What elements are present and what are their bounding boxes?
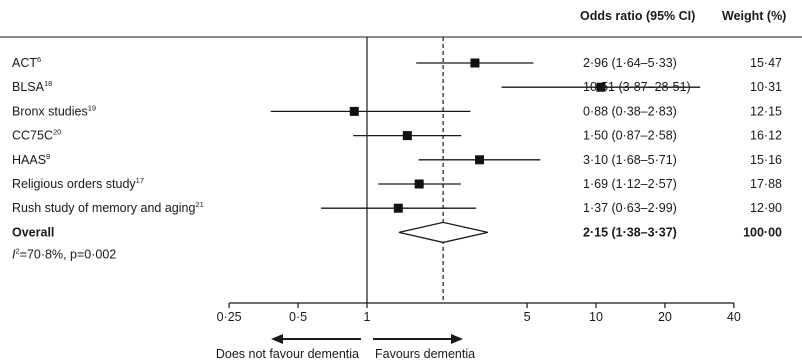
point-estimate — [349, 106, 359, 116]
overall-odds-ratio: 2·15 (1·38–3·37) — [583, 225, 677, 239]
odds-ratio-value: 1·37 (0·63–2·99) — [583, 201, 677, 215]
weight-value: 15·16 — [750, 153, 782, 167]
weight-value: 16·12 — [750, 129, 782, 143]
direction-label-right: Favours dementia — [375, 347, 475, 361]
header-weight: Weight (%) — [722, 9, 786, 23]
weight-value: 10·31 — [750, 80, 782, 94]
study-name: Rush study of memory and aging21 — [12, 200, 204, 215]
study-reference: 19 — [88, 103, 96, 112]
overall-label: Overall — [12, 225, 54, 239]
odds-ratio-value: 1·69 (1·12–2·57) — [583, 177, 677, 191]
i-squared-symbol: I — [12, 248, 16, 262]
point-estimate — [470, 58, 480, 68]
x-tick-label: 5 — [524, 310, 531, 324]
overall-weight: 100·00 — [743, 225, 782, 239]
study-name: ACT6 — [12, 55, 41, 70]
weight-value: 15·47 — [750, 56, 782, 70]
study-reference: 21 — [195, 200, 203, 209]
i-squared-superscript: 2 — [15, 247, 19, 256]
point-estimate — [393, 203, 403, 213]
study-reference: 9 — [46, 152, 50, 161]
point-estimate — [414, 179, 424, 189]
right-arrow-icon — [451, 334, 463, 344]
x-tick-label: 40 — [727, 310, 741, 324]
overall-diamond — [398, 221, 488, 244]
point-estimate — [475, 155, 485, 165]
weight-value: 12·15 — [750, 104, 782, 118]
point-estimate — [402, 131, 412, 141]
study-reference: 17 — [136, 176, 144, 185]
header-odds-ratio: Odds ratio (95% CI) — [580, 9, 695, 23]
direction-label-left: Does not favour dementia — [216, 347, 359, 361]
x-tick-label: 10 — [589, 310, 603, 324]
study-name: Bronx studies19 — [12, 103, 96, 118]
study-reference: 20 — [53, 128, 61, 137]
x-tick-label: 20 — [658, 310, 672, 324]
study-name: BLSA18 — [12, 79, 52, 94]
odds-ratio-value: 1·50 (0·87–2·58) — [583, 129, 677, 143]
study-name: Religious orders study17 — [12, 176, 144, 191]
left-arrow-icon — [271, 334, 283, 344]
heterogeneity-stat: I2=70·8%, p=0·002 — [12, 247, 116, 262]
study-reference: 18 — [44, 79, 52, 88]
study-name: HAAS9 — [12, 152, 50, 167]
x-tick-label: 0·25 — [217, 310, 242, 324]
study-rows: ACT6 2·96 (1·64–5·33) 15·47 BLSA18 10·51 (3·… — [12, 37, 782, 303]
study-reference: 6 — [37, 55, 41, 64]
study-name: CC75C20 — [12, 128, 61, 143]
x-axis: 0·25 0·5 1 5 10 20 40 Does not favour dementia F… — [216, 302, 741, 361]
odds-ratio-value: 0·88 (0·38–2·83) — [583, 104, 677, 118]
weight-value: 12·90 — [750, 201, 782, 215]
weight-value: 17·88 — [750, 177, 782, 191]
heterogeneity-text: =70·8%, p=0·002 — [20, 248, 117, 262]
odds-ratio-value: 2·96 (1·64–5·33) — [583, 56, 677, 70]
point-estimate — [596, 82, 606, 92]
x-tick-label: 0·5 — [289, 310, 307, 324]
odds-ratio-value: 3·10 (1·68–5·71) — [583, 153, 677, 167]
x-tick-label: 1 — [364, 310, 371, 324]
odds-ratio-value: 10·51 (3·87–28·51) — [583, 80, 691, 94]
